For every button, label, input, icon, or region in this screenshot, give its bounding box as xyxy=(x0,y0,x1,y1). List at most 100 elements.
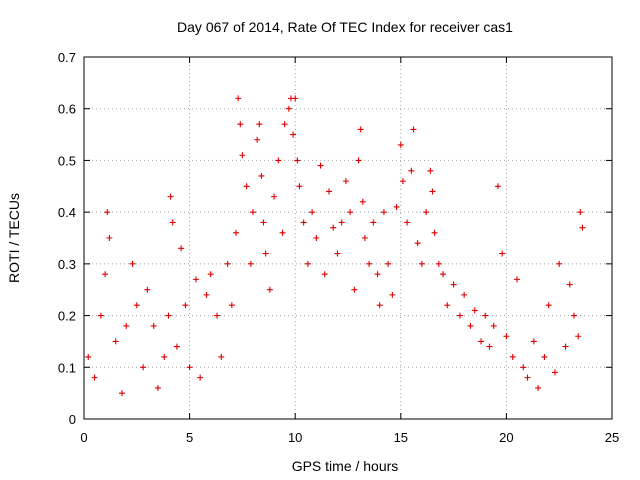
data-point xyxy=(123,322,130,329)
data-point xyxy=(444,302,451,309)
data-point xyxy=(233,229,240,236)
data-point xyxy=(450,281,457,288)
data-point xyxy=(427,167,434,174)
data-point xyxy=(570,312,577,319)
y-axis-label: ROTI / TECUs xyxy=(6,193,22,283)
data-point xyxy=(562,343,569,350)
data-point xyxy=(224,260,231,267)
data-point xyxy=(317,162,324,169)
data-point xyxy=(133,302,140,309)
data-point xyxy=(338,219,345,226)
data-point xyxy=(275,157,282,164)
x-tick-label: 5 xyxy=(186,430,193,445)
x-tick-label: 10 xyxy=(288,430,302,445)
y-tick-label: 0.5 xyxy=(58,153,76,168)
data-point xyxy=(478,338,485,345)
data-point xyxy=(361,235,368,241)
data-point xyxy=(285,105,292,112)
data-point xyxy=(218,353,225,360)
axis-ticks xyxy=(83,56,613,420)
data-point xyxy=(399,178,406,185)
data-point xyxy=(380,209,387,216)
data-point xyxy=(214,312,221,319)
data-point xyxy=(359,198,366,205)
data-point xyxy=(112,338,119,345)
data-point xyxy=(161,353,168,360)
data-point xyxy=(520,364,527,371)
data-point xyxy=(490,322,497,329)
data-point xyxy=(530,338,537,345)
data-point xyxy=(207,271,214,278)
x-tick-label: 15 xyxy=(394,430,408,445)
data-point xyxy=(281,121,288,128)
data-point xyxy=(393,203,400,210)
data-point xyxy=(535,384,542,391)
data-point xyxy=(256,121,263,128)
data-point xyxy=(165,312,172,319)
data-point xyxy=(192,276,199,283)
y-tick-label: 0.7 xyxy=(58,50,76,65)
data-point xyxy=(290,131,297,138)
data-point xyxy=(575,333,582,340)
data-point xyxy=(456,312,463,319)
data-point xyxy=(119,390,126,397)
data-point xyxy=(294,157,301,164)
data-point xyxy=(313,235,320,241)
data-point xyxy=(370,219,377,226)
data-point xyxy=(325,188,332,195)
data-point xyxy=(541,353,548,360)
data-point xyxy=(385,260,392,267)
data-point xyxy=(435,260,442,267)
data-point xyxy=(471,307,478,314)
data-point xyxy=(249,209,256,216)
data-point xyxy=(102,271,109,278)
data-point xyxy=(330,224,337,231)
data-point xyxy=(524,374,531,381)
data-point xyxy=(97,312,104,319)
data-point xyxy=(169,219,176,226)
data-point xyxy=(357,126,364,133)
data-point xyxy=(482,312,489,319)
data-point xyxy=(144,286,151,293)
data-point xyxy=(545,302,552,309)
plot-frame xyxy=(83,56,613,420)
data-point xyxy=(235,95,242,102)
data-point xyxy=(243,183,250,190)
data-point xyxy=(566,281,573,288)
data-point xyxy=(203,291,210,298)
data-point xyxy=(254,136,261,143)
x-tick-labels: 0 5 10 15 20 25 xyxy=(80,430,619,445)
data-point xyxy=(414,240,421,247)
data-point xyxy=(247,260,254,267)
data-point xyxy=(404,219,411,226)
y-tick-labels: 0 0.1 0.2 0.3 0.4 0.5 0.6 0.7 xyxy=(58,50,76,427)
data-point xyxy=(129,260,136,267)
data-point xyxy=(408,167,415,174)
data-point xyxy=(292,95,299,102)
data-point xyxy=(509,353,516,360)
data-point xyxy=(461,291,468,298)
y-tick-label: 0.4 xyxy=(58,205,76,220)
x-tick-label: 0 xyxy=(80,430,87,445)
data-point xyxy=(296,183,303,190)
data-point xyxy=(397,141,404,148)
data-point xyxy=(178,245,185,252)
data-point xyxy=(237,121,244,128)
data-point xyxy=(239,152,246,159)
data-point xyxy=(154,384,161,391)
data-point xyxy=(106,235,113,241)
data-point xyxy=(342,178,349,185)
y-tick-label: 0 xyxy=(69,412,76,427)
data-point xyxy=(494,183,501,190)
data-point xyxy=(182,302,189,309)
data-point xyxy=(503,333,510,340)
data-point xyxy=(374,271,381,278)
data-point xyxy=(513,276,520,283)
y-tick-label: 0.1 xyxy=(58,360,76,375)
data-point xyxy=(262,250,269,257)
data-point xyxy=(279,229,286,236)
chart-title: Day 067 of 2014, Rate Of TEC Index for r… xyxy=(177,19,513,35)
y-tick-label: 0.2 xyxy=(58,309,76,324)
data-point xyxy=(579,224,586,231)
